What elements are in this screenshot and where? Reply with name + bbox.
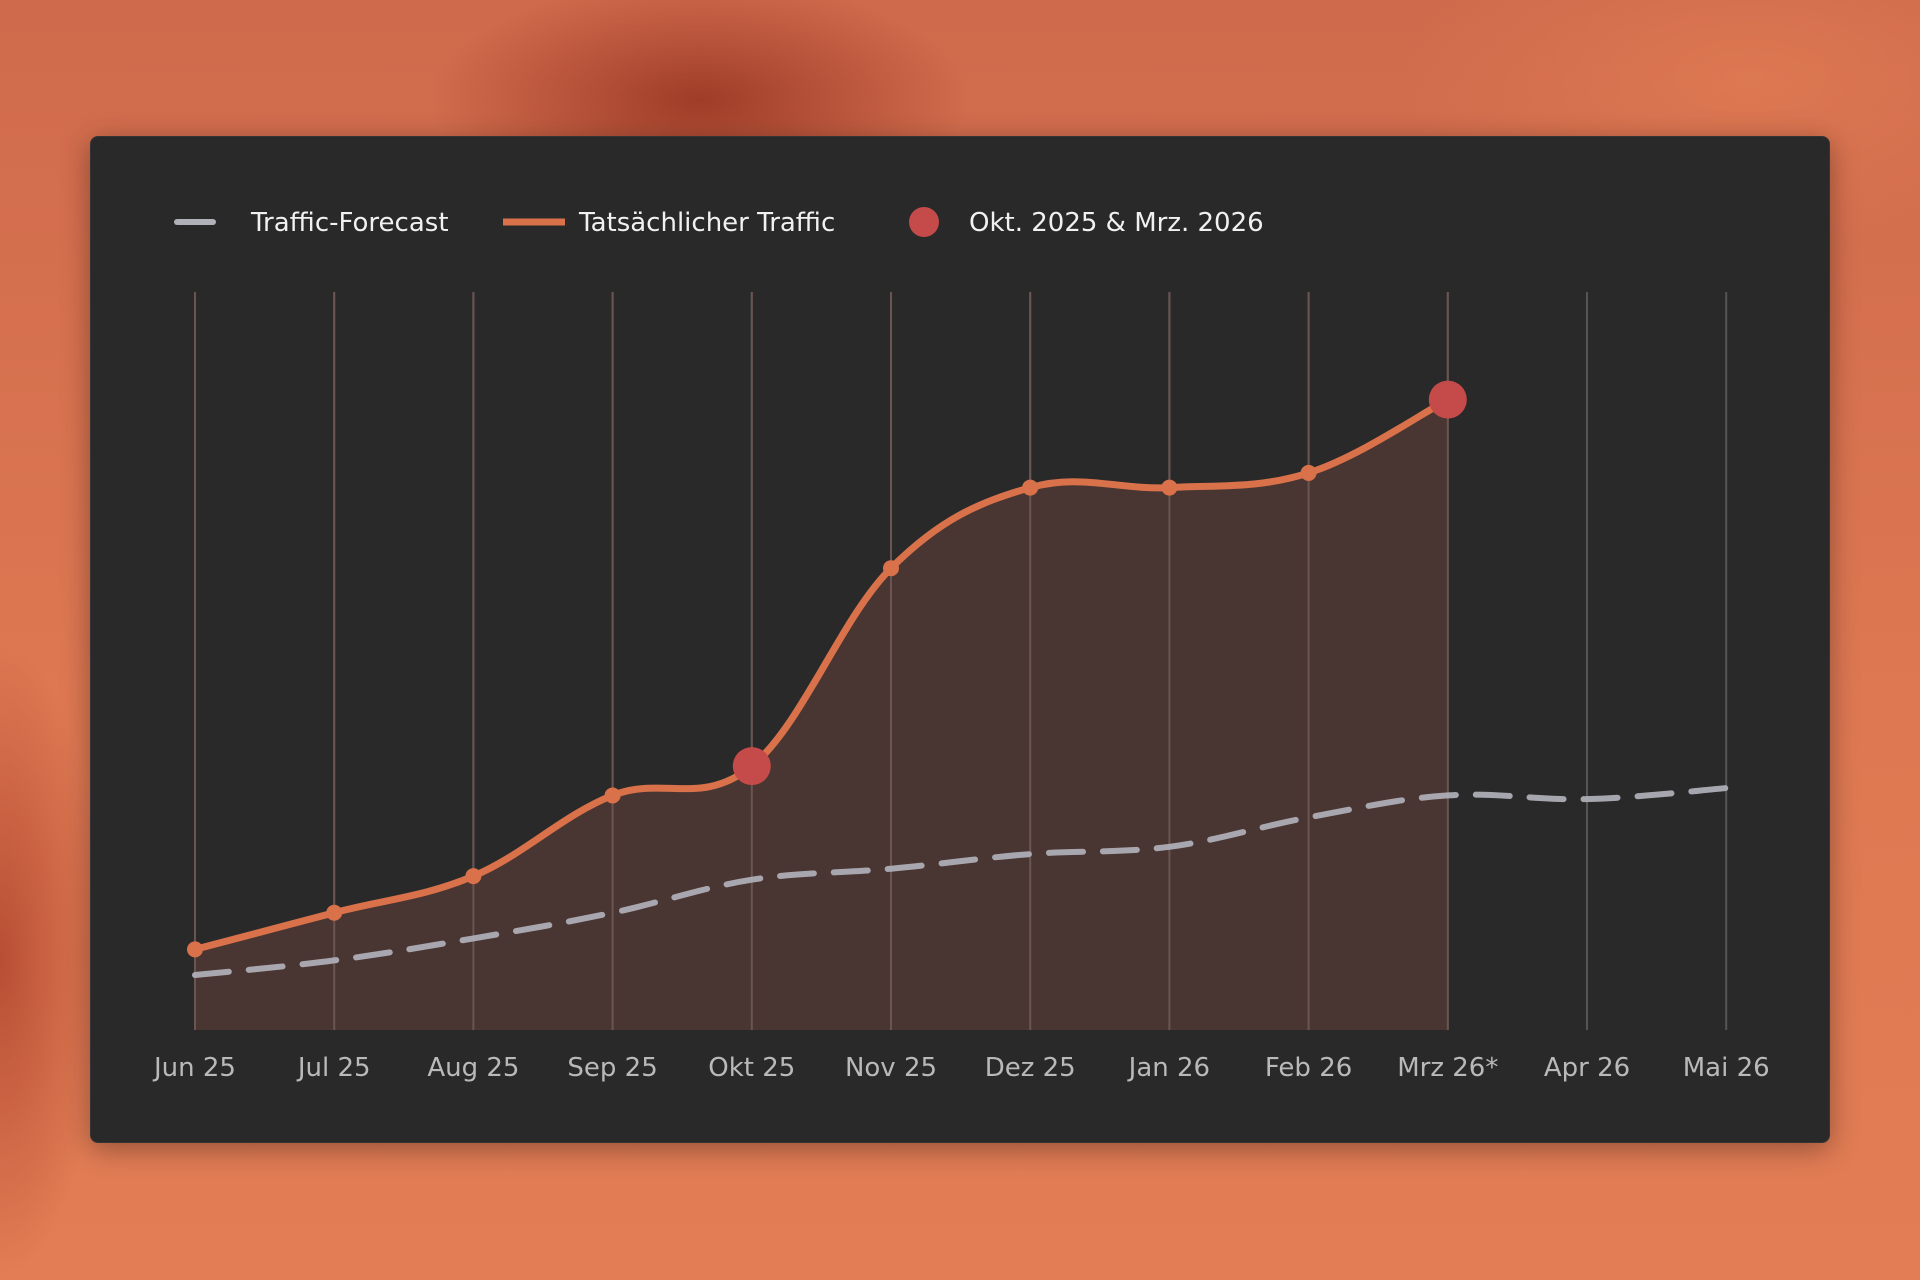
x-tick-jun-25: Jun 25: [152, 1053, 236, 1083]
actual-area-layer: [194, 292, 1449, 1031]
highlight-point-okt-25: [732, 747, 771, 786]
x-axis-tick-labels: Jun 25 Jul 25 Aug 25 Sep 25 Okt 25 Nov 25 Dez …: [152, 1053, 1770, 1083]
actual-line-layer: [191, 396, 1452, 953]
legend-item-actual: Tatsächlicher Traffic: [503, 208, 835, 238]
x-tick-aug-25: Aug 25: [427, 1053, 519, 1083]
actual-point-nov-25: [883, 560, 899, 577]
legend-label-actual: Tatsächlicher Traffic: [578, 208, 835, 238]
x-tick-feb-26: Feb 26: [1265, 1053, 1352, 1083]
forecast-line-layer: [192, 785, 1730, 979]
legend-label-highlight: Okt. 2025 & Mrz. 2026: [969, 208, 1264, 238]
actual-point-aug-25: [465, 868, 482, 885]
forecast-line: [192, 785, 1730, 979]
x-tick-mai-26: Mai 26: [1683, 1053, 1770, 1083]
point-markers: [187, 380, 1467, 958]
x-tick-jul-25: Jul 25: [296, 1053, 371, 1083]
legend-swatch-highlight: [909, 207, 939, 237]
legend-item-highlight: Okt. 2025 & Mrz. 2026: [909, 207, 1264, 238]
actual-point-jun-25: [187, 941, 203, 958]
x-tick-sep-25: Sep 25: [567, 1053, 657, 1083]
actual-point-feb-26: [1300, 464, 1317, 481]
actual-point-jan-26: [1161, 479, 1178, 496]
actual-point-sep-25: [604, 787, 621, 804]
x-tick-mrz-26: Mrz 26*: [1397, 1053, 1498, 1083]
actual-point-jul-25: [326, 904, 343, 921]
x-tick-jan-26: Jan 26: [1127, 1053, 1210, 1083]
chart-card: Traffic-Forecast Tatsächlicher Traffic O…: [90, 136, 1830, 1143]
actual-line: [191, 396, 1452, 953]
x-tick-okt-25: Okt 25: [708, 1053, 795, 1083]
highlight-point-mrz-26: [1428, 380, 1467, 419]
actual-area: [195, 399, 1448, 1031]
chart-svg: Traffic-Forecast Tatsächlicher Traffic O…: [152, 207, 1770, 1083]
actual-point-dez-25: [1022, 479, 1039, 496]
legend-label-forecast: Traffic-Forecast: [250, 208, 449, 238]
x-tick-nov-25: Nov 25: [845, 1053, 937, 1083]
legend-item-forecast: Traffic-Forecast: [174, 208, 449, 238]
x-tick-dez-25: Dez 25: [985, 1053, 1076, 1083]
chart-legend: Traffic-Forecast Tatsächlicher Traffic O…: [174, 207, 1264, 238]
x-tick-apr-26: Apr 26: [1544, 1053, 1630, 1083]
